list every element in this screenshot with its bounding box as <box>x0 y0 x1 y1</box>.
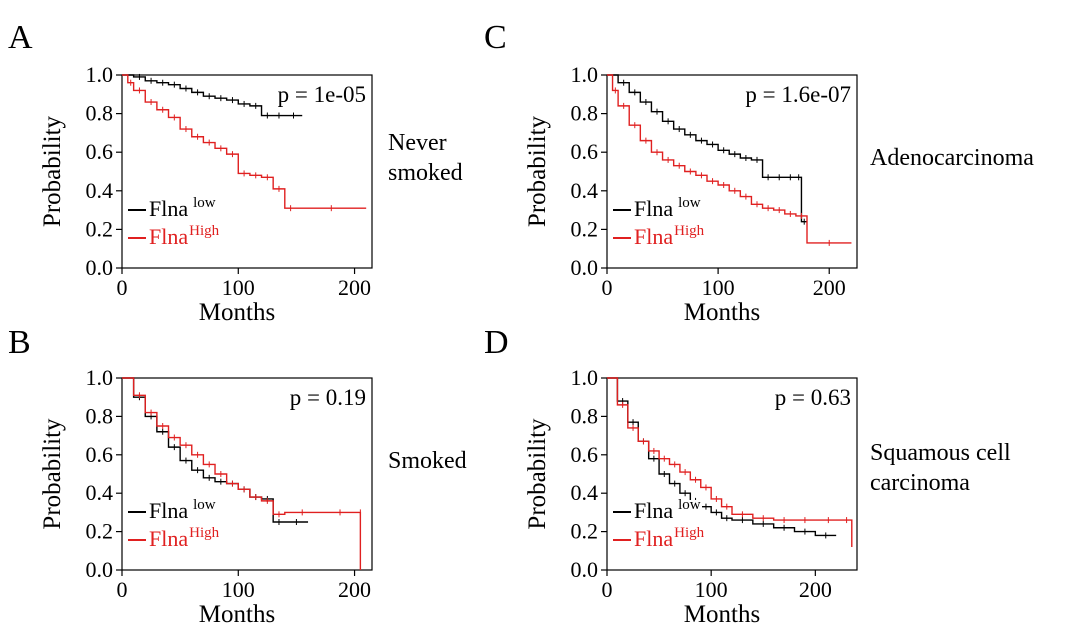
y-tick-label: 1.0 <box>86 365 114 390</box>
panel-letter: B <box>8 324 31 361</box>
y-tick-label: 0.0 <box>86 557 114 582</box>
plot-frame <box>121 377 373 571</box>
y-tick-label: 0.4 <box>571 480 599 505</box>
y-tick-label: 0.8 <box>571 101 599 126</box>
p-value: p = 0.63 <box>775 385 851 410</box>
x-tick-label: 100 <box>222 275 255 300</box>
p-value: p = 1.6e-07 <box>745 82 851 107</box>
y-tick-label: 0.2 <box>571 519 599 544</box>
y-tick-label: 0.6 <box>86 139 114 164</box>
x-tick-label: 0 <box>602 275 613 300</box>
legend-superscript: low <box>678 497 701 513</box>
x-tick-label: 0 <box>602 577 613 602</box>
y-tick-label: 0.0 <box>571 557 599 582</box>
group-label: smoked <box>388 160 463 186</box>
p-value: p = 1e-05 <box>278 82 366 107</box>
panel-a: A 0.0 0.2 0.4 0.6 0.8 1.0 0 100 200 Months Probabil… <box>8 19 463 326</box>
x-axis-title: Months <box>199 601 275 628</box>
group-label: Never <box>388 130 447 156</box>
group-label: Adenocarcinoma <box>870 145 1034 171</box>
group-label: Smoked <box>388 448 467 474</box>
legend-superscript: low <box>193 195 216 211</box>
y-tick-label: 0.6 <box>571 139 599 164</box>
y-tick-label: 0.6 <box>571 442 599 467</box>
y-axis-title: Probability <box>524 115 551 227</box>
legend-label: FlnaHigh <box>149 223 220 249</box>
legend-name: Flna <box>149 498 188 523</box>
y-tick-label: 1.0 <box>571 62 599 87</box>
x-axis-title: Months <box>199 299 275 326</box>
x-axis-title: Months <box>684 299 760 326</box>
survival-curve-high <box>122 377 362 570</box>
legend-superscript: High <box>674 525 705 541</box>
y-tick-label: 0.2 <box>86 216 114 241</box>
panel-b: B 0.0 0.2 0.4 0.6 0.8 1.0 0 100 200 Months Probabil… <box>8 324 467 628</box>
plot-frame <box>606 377 858 571</box>
y-tick-label: 1.0 <box>86 62 114 87</box>
y-tick-label: 0.8 <box>86 403 114 428</box>
x-tick-label: 100 <box>702 275 735 300</box>
legend-label: FlnaHigh <box>634 525 705 551</box>
panel-letter: A <box>8 19 33 56</box>
legend-name: Flna <box>634 224 673 249</box>
x-tick-label: 200 <box>338 577 371 602</box>
plot-frame <box>606 74 858 269</box>
y-tick-label: 0.8 <box>86 101 114 126</box>
legend-label: FlnaHigh <box>149 525 220 551</box>
x-tick-label: 200 <box>813 275 846 300</box>
y-tick-label: 0.6 <box>86 442 114 467</box>
x-tick-label: 200 <box>799 577 832 602</box>
y-tick-label: 0.4 <box>86 178 114 203</box>
legend-label: Flna low <box>149 497 216 523</box>
x-tick-label: 100 <box>222 577 255 602</box>
y-tick-label: 0.4 <box>571 178 599 203</box>
survival-curve-low <box>607 74 807 223</box>
survival-curve-high <box>122 74 367 209</box>
group-label: Squamous cell <box>870 440 1011 466</box>
y-tick-label: 0.2 <box>571 216 599 241</box>
legend-label: FlnaHigh <box>634 223 705 249</box>
legend-label: Flna low <box>149 195 216 221</box>
legend-name: Flna <box>634 196 673 221</box>
p-value: p = 0.19 <box>290 385 366 410</box>
legend-superscript: High <box>189 223 220 239</box>
x-axis-title: Months <box>684 601 760 628</box>
legend-name: Flna <box>634 498 673 523</box>
x-tick-label: 100 <box>695 577 728 602</box>
y-tick-label: 0.0 <box>571 255 599 280</box>
plot-frame <box>121 74 373 269</box>
legend-name: Flna <box>634 526 673 551</box>
legend-superscript: High <box>674 223 705 239</box>
x-tick-label: 200 <box>338 275 371 300</box>
y-tick-label: 0.8 <box>571 403 599 428</box>
legend-superscript: low <box>193 497 216 513</box>
legend-superscript: High <box>189 525 220 541</box>
panel-c: C 0.0 0.2 0.4 0.6 0.8 1.0 0 100 200 Months Probabil… <box>484 19 1034 326</box>
legend-name: Flna <box>149 224 188 249</box>
panel-d: D 0.0 0.2 0.4 0.6 0.8 1.0 0 100 200 Months Probabil… <box>484 324 1011 628</box>
y-axis-title: Probability <box>39 115 66 227</box>
survival-curve-low <box>122 74 303 117</box>
y-axis-title: Probability <box>39 418 66 530</box>
legend-label: Flna low <box>634 195 701 221</box>
panel-letter: C <box>484 19 507 56</box>
legend-name: Flna <box>149 196 188 221</box>
legend-superscript: low <box>678 195 701 211</box>
y-tick-label: 1.0 <box>571 365 599 390</box>
y-axis-title: Probability <box>524 418 551 530</box>
group-label: carcinoma <box>870 470 970 496</box>
panel-letter: D <box>484 324 509 361</box>
y-tick-label: 0.0 <box>86 255 114 280</box>
x-tick-label: 0 <box>117 275 128 300</box>
y-tick-label: 0.4 <box>86 480 114 505</box>
legend-label: Flna low <box>634 497 701 523</box>
legend-name: Flna <box>149 526 188 551</box>
y-tick-label: 0.2 <box>86 519 114 544</box>
x-tick-label: 0 <box>117 577 128 602</box>
